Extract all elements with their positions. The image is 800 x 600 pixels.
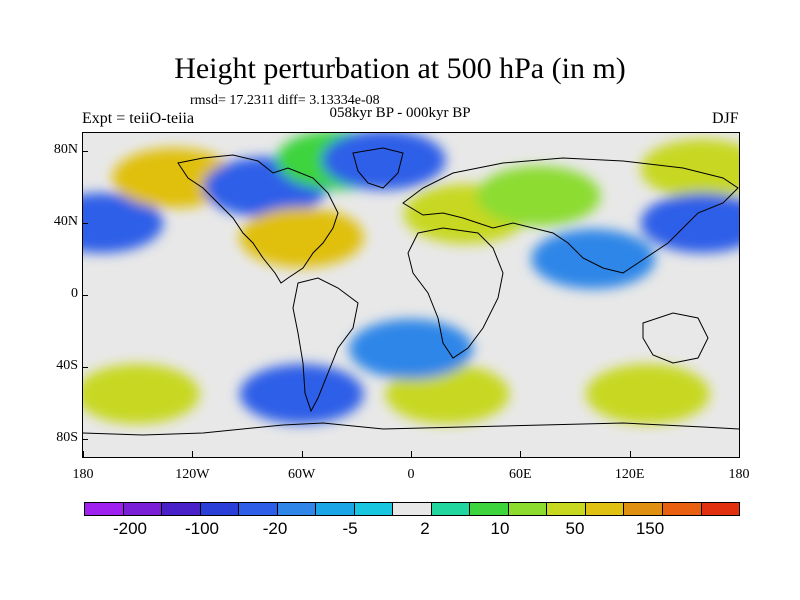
lon-tick: [520, 451, 522, 457]
lat-label: 0: [71, 286, 78, 301]
colorbar-label: -200: [112, 519, 148, 538]
coastline-south-america: [292, 277, 359, 413]
map-panel: [82, 132, 740, 458]
lon-tick: [411, 451, 412, 457]
lat-tick: [82, 151, 88, 152]
coastline-eurasia: [402, 157, 739, 274]
colorbar-label: -100: [184, 519, 220, 538]
lon-label: 0: [407, 467, 415, 482]
period-label: 058kyr BP - 000kyr BP: [329, 105, 471, 121]
lon-tick: [739, 451, 740, 457]
anomaly-region-high: [239, 207, 364, 268]
colorbar-swatch: [85, 503, 124, 515]
colorbar-label: -5: [342, 519, 358, 538]
anomaly-region-high: [476, 166, 601, 226]
lat-tick: [82, 223, 88, 224]
colorbar-swatch: [316, 503, 355, 515]
experiment-label: Expt = teiiO-teiia: [82, 110, 195, 127]
anomaly-map: [83, 133, 739, 457]
lon-tick: [192, 451, 194, 457]
lat-label: 40S: [56, 358, 78, 373]
anomaly-region-low: [640, 193, 739, 253]
coastlines: [83, 147, 739, 436]
anomaly-region-low: [531, 229, 656, 289]
anomaly-region-high: [385, 364, 510, 424]
anomaly-field: [83, 133, 739, 424]
anomaly-region-low: [239, 364, 364, 424]
lat-tick: [82, 367, 88, 368]
lat-label: 40N: [53, 214, 78, 229]
coastline-australia: [642, 312, 709, 364]
colorbar: [84, 502, 740, 516]
colorbar-label: 150: [635, 519, 665, 538]
colorbar-swatch: [200, 503, 240, 515]
plot-title: Height perturbation at 500 hPa (in m): [174, 52, 626, 85]
anomaly-region-low: [349, 319, 473, 379]
anomaly-region-high: [83, 364, 200, 424]
coastline-greenland: [352, 147, 404, 189]
coastline-africa: [407, 227, 504, 359]
colorbar-swatch: [624, 503, 663, 515]
colorbar-swatch: [701, 503, 740, 515]
anomaly-region-low: [83, 193, 164, 253]
colorbar-swatch: [431, 503, 471, 515]
colorbar-label: 2: [420, 519, 430, 538]
season-label: DJF: [712, 110, 739, 127]
colorbar-swatch: [239, 503, 278, 515]
colorbar-swatch: [393, 503, 432, 515]
lat-tick: [82, 439, 88, 440]
lon-tick: [83, 451, 84, 457]
lat-label: 80S: [56, 430, 78, 445]
lon-label: 120W: [175, 467, 210, 482]
coastline-north-america: [177, 154, 339, 284]
colorbar-label: 10: [490, 519, 510, 538]
lon-tick: [301, 451, 303, 457]
coastline-antarctica: [83, 422, 739, 436]
anomaly-region-low: [321, 133, 446, 190]
lat-label: 80N: [53, 142, 78, 157]
colorbar-swatch: [277, 503, 317, 515]
colorbar-swatch: [508, 503, 548, 515]
anomaly-region-high: [585, 364, 710, 424]
lat-tick: [82, 295, 88, 296]
stats-label: rmsd= 17.2311 diff= 3.13334e-08: [190, 93, 380, 108]
lon-label: 60W: [288, 467, 316, 482]
colorbar-swatch: [662, 503, 702, 515]
colorbar-label: -20: [262, 519, 288, 538]
lon-label: 60E: [509, 467, 532, 482]
colorbar-label: 50: [565, 519, 585, 538]
colorbar-swatch: [547, 503, 586, 515]
lon-label: 120E: [614, 467, 645, 482]
colorbar-swatch: [470, 503, 509, 515]
lon-label: 180: [72, 467, 94, 482]
colorbar-swatch: [585, 503, 625, 515]
lon-label: 180: [728, 467, 750, 482]
colorbar-swatch: [123, 503, 163, 515]
anomaly-region-high: [640, 139, 739, 199]
colorbar-swatch: [354, 503, 394, 515]
colorbar-swatch: [162, 503, 201, 515]
lon-tick: [629, 451, 631, 457]
